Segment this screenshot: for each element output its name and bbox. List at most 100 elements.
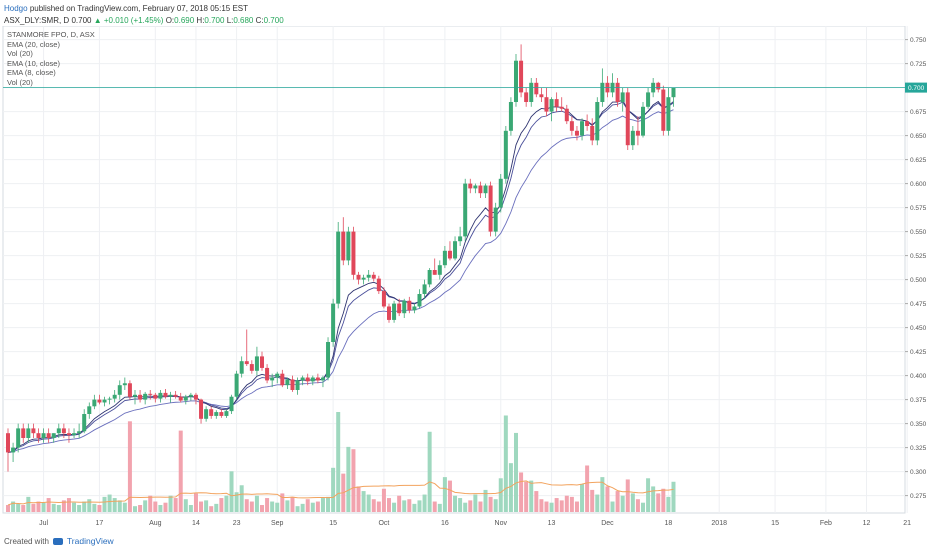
candle-body bbox=[234, 373, 239, 397]
candle-body bbox=[260, 356, 264, 368]
candle-body bbox=[122, 383, 127, 386]
volume-bar bbox=[402, 500, 407, 512]
tradingview-brand[interactable]: TradingView bbox=[66, 536, 114, 546]
volume-bar bbox=[87, 499, 92, 512]
volume-bar bbox=[666, 496, 671, 512]
symbol-name: ASX_DLY:SMR, D bbox=[4, 16, 70, 25]
volume-bar bbox=[305, 499, 310, 512]
candle-body bbox=[437, 265, 442, 275]
candle-body bbox=[503, 130, 508, 179]
x-tick-label: Nov bbox=[495, 520, 508, 527]
volume-bar bbox=[630, 493, 635, 512]
indicator-legend: STANMORE FPO, D, ASX EMA (20, close) Vol… bbox=[7, 30, 95, 88]
volume-bar bbox=[102, 496, 107, 512]
candle-body bbox=[331, 303, 336, 342]
volume-bar bbox=[82, 501, 87, 512]
candle-body bbox=[31, 428, 36, 434]
x-tick-label: Aug bbox=[149, 520, 162, 527]
volume-bar bbox=[249, 501, 254, 512]
candle-body bbox=[615, 82, 620, 102]
volume-bar bbox=[635, 499, 640, 512]
low-label: L: bbox=[226, 16, 234, 25]
legend-vol[interactable]: Vol (20) bbox=[7, 49, 33, 59]
candle-body bbox=[671, 87, 676, 98]
candle-body bbox=[514, 60, 518, 102]
candle-body bbox=[143, 393, 148, 400]
candle-body bbox=[534, 82, 539, 95]
volume-bar bbox=[651, 486, 656, 512]
high-value: 0.700 bbox=[204, 16, 225, 25]
volume-bar bbox=[534, 491, 539, 512]
volume-bar bbox=[529, 480, 534, 512]
candle-body bbox=[493, 207, 498, 232]
volume-bar bbox=[239, 485, 244, 512]
candle-body bbox=[326, 342, 331, 378]
y-tick-label: 0.350 bbox=[910, 421, 927, 428]
volume-bar bbox=[138, 505, 143, 512]
candle-body bbox=[366, 274, 371, 278]
price-chart[interactable]: 0.750 0.725 0.700 0.675 0.650 0.625 0.600 0.575… bbox=[0, 26, 932, 532]
volume-bar bbox=[153, 501, 158, 512]
volume-bar bbox=[31, 503, 36, 512]
volume-bar bbox=[260, 505, 264, 512]
tradingview-logo-icon bbox=[52, 537, 63, 545]
volume-bar bbox=[422, 494, 427, 512]
legend-ema8[interactable]: EMA (8, close) bbox=[7, 68, 56, 78]
volume-bar bbox=[61, 500, 66, 512]
volume-bar bbox=[117, 500, 122, 512]
volume-bar bbox=[336, 412, 341, 512]
candle-body bbox=[320, 377, 325, 381]
author-link[interactable]: Hodgo bbox=[4, 4, 28, 13]
volume-bar bbox=[26, 496, 31, 512]
x-tick-label: Oct bbox=[378, 520, 389, 527]
footer: Created with TradingView bbox=[4, 536, 114, 546]
candle-body bbox=[402, 300, 407, 314]
x-tick-label: 12 bbox=[863, 520, 871, 527]
candle-body bbox=[473, 185, 478, 189]
candlesticks bbox=[3, 44, 905, 472]
y-tick-label: 0.550 bbox=[910, 229, 927, 236]
candle-body bbox=[127, 383, 132, 397]
volume-bar bbox=[646, 478, 651, 512]
y-tick-label: 0.650 bbox=[910, 133, 927, 140]
candle-body bbox=[77, 431, 82, 434]
ema10-line bbox=[7, 101, 674, 453]
candle-body bbox=[524, 92, 529, 102]
volume-bar bbox=[371, 499, 376, 512]
candle-body bbox=[315, 377, 320, 381]
volume-bar bbox=[600, 477, 605, 512]
candle-body bbox=[371, 274, 376, 279]
legend-vol-2[interactable]: Vol (20) bbox=[7, 77, 33, 87]
candle-body bbox=[112, 394, 117, 399]
x-tick-label: Dec bbox=[601, 520, 614, 527]
volume-bar bbox=[66, 498, 71, 512]
candle-body bbox=[66, 433, 71, 436]
legend-ema20[interactable]: EMA (20, close) bbox=[7, 39, 60, 49]
candle-body bbox=[11, 447, 16, 453]
candle-body bbox=[432, 270, 437, 275]
candle-body bbox=[351, 231, 356, 275]
candle-body bbox=[183, 396, 188, 401]
volume-bar bbox=[503, 415, 508, 512]
candle-body bbox=[310, 377, 315, 382]
candle-body bbox=[620, 92, 625, 102]
volume-bar bbox=[41, 502, 46, 512]
candle-body bbox=[36, 433, 41, 438]
candle-body bbox=[564, 108, 569, 122]
candle-body bbox=[148, 393, 153, 395]
candle-body bbox=[204, 409, 209, 419]
candle-body bbox=[254, 356, 259, 371]
candle-body bbox=[549, 99, 554, 112]
legend-ema10[interactable]: EMA (10, close) bbox=[7, 58, 60, 68]
created-with-text: Created with bbox=[4, 536, 49, 546]
candle-body bbox=[285, 379, 290, 386]
volume-bar bbox=[265, 498, 270, 512]
volume-bar bbox=[407, 499, 412, 512]
volume-bar bbox=[158, 505, 163, 512]
volume-bar bbox=[585, 465, 590, 512]
candle-body bbox=[417, 294, 422, 307]
candle-body bbox=[193, 394, 198, 400]
volume-bar bbox=[381, 488, 386, 512]
volume-bar bbox=[290, 496, 295, 512]
candle-body bbox=[102, 399, 107, 403]
